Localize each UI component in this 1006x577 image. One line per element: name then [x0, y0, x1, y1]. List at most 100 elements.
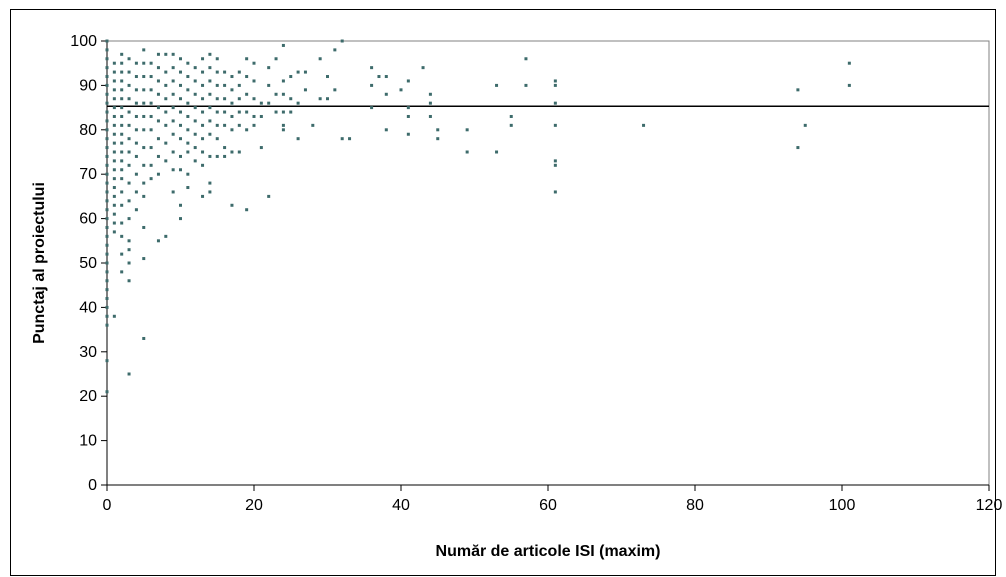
data-point	[105, 128, 109, 132]
data-point	[179, 217, 182, 221]
data-point	[112, 314, 116, 318]
data-point	[112, 186, 116, 190]
data-point	[296, 70, 300, 74]
data-point	[156, 172, 160, 176]
data-point	[120, 141, 124, 145]
data-point	[112, 114, 116, 118]
data-point	[296, 101, 300, 105]
data-point	[803, 123, 807, 127]
data-point	[179, 137, 182, 141]
data-point	[201, 83, 205, 87]
data-point	[524, 57, 528, 61]
data-point	[230, 114, 234, 118]
data-point	[201, 57, 205, 61]
data-point	[112, 106, 116, 110]
data-point	[796, 88, 800, 92]
data-point	[370, 106, 374, 110]
data-point	[156, 239, 160, 243]
data-point	[142, 61, 146, 65]
data-point	[223, 154, 227, 158]
data-point	[318, 97, 322, 101]
data-point	[193, 119, 197, 123]
data-point	[333, 48, 337, 52]
data-point	[120, 52, 124, 56]
data-point	[120, 252, 124, 256]
y-tick-label: 20	[79, 388, 97, 405]
data-point	[201, 194, 205, 198]
data-point	[230, 203, 234, 207]
x-axis-title: Număr de articole ISI (maxim)	[436, 543, 661, 560]
data-point	[553, 123, 557, 127]
data-point	[428, 101, 432, 105]
data-point	[642, 123, 646, 127]
data-point	[186, 114, 190, 118]
data-point	[847, 83, 851, 87]
data-point	[120, 203, 124, 207]
data-point	[120, 106, 124, 110]
data-point	[105, 199, 109, 203]
data-point	[112, 221, 116, 225]
data-point	[186, 141, 190, 145]
data-point	[406, 114, 410, 118]
data-point	[120, 123, 124, 127]
y-tick-label: 90	[79, 77, 97, 94]
data-point	[223, 123, 227, 127]
data-point	[186, 172, 190, 176]
data-point	[105, 57, 109, 61]
data-point	[340, 39, 344, 43]
data-point	[340, 137, 344, 141]
data-point	[134, 114, 138, 118]
data-point	[127, 261, 131, 265]
data-point	[201, 137, 205, 141]
data-point	[171, 119, 175, 123]
data-point	[127, 248, 131, 252]
data-point	[149, 101, 153, 105]
data-point	[281, 110, 285, 114]
y-axis-title: Punctaj al proiectului	[31, 182, 48, 344]
data-point	[120, 114, 124, 118]
data-point	[311, 123, 315, 127]
data-point	[142, 101, 146, 105]
data-point	[215, 154, 219, 158]
data-point	[237, 97, 241, 101]
data-point	[208, 106, 212, 110]
data-point	[120, 150, 124, 154]
data-point	[127, 163, 131, 167]
data-point	[399, 88, 403, 92]
data-point	[495, 83, 499, 87]
data-point	[171, 190, 175, 194]
data-point	[179, 70, 182, 74]
data-point	[134, 128, 138, 132]
data-point	[105, 119, 109, 123]
data-point	[289, 75, 293, 79]
data-point	[208, 132, 212, 136]
data-point	[164, 234, 168, 238]
data-point	[134, 61, 138, 65]
data-point	[274, 110, 278, 114]
data-point	[105, 163, 109, 167]
data-point	[384, 128, 388, 132]
data-point	[237, 70, 241, 74]
data-point	[281, 79, 285, 83]
data-point	[120, 177, 124, 181]
data-point	[134, 172, 138, 176]
data-point	[252, 123, 256, 127]
data-point	[215, 110, 219, 114]
data-point	[156, 106, 160, 110]
data-point	[156, 52, 160, 56]
data-point	[179, 83, 182, 87]
data-point	[208, 154, 212, 158]
data-point	[105, 323, 109, 327]
data-point	[127, 181, 131, 185]
data-point	[436, 137, 440, 141]
data-point	[208, 79, 212, 83]
data-point	[105, 261, 109, 265]
data-point	[164, 70, 168, 74]
data-point	[406, 132, 410, 136]
data-point	[142, 181, 146, 185]
data-point	[142, 146, 146, 150]
data-point	[105, 110, 109, 114]
data-point	[105, 217, 109, 221]
data-point	[348, 137, 352, 141]
data-point	[171, 106, 175, 110]
